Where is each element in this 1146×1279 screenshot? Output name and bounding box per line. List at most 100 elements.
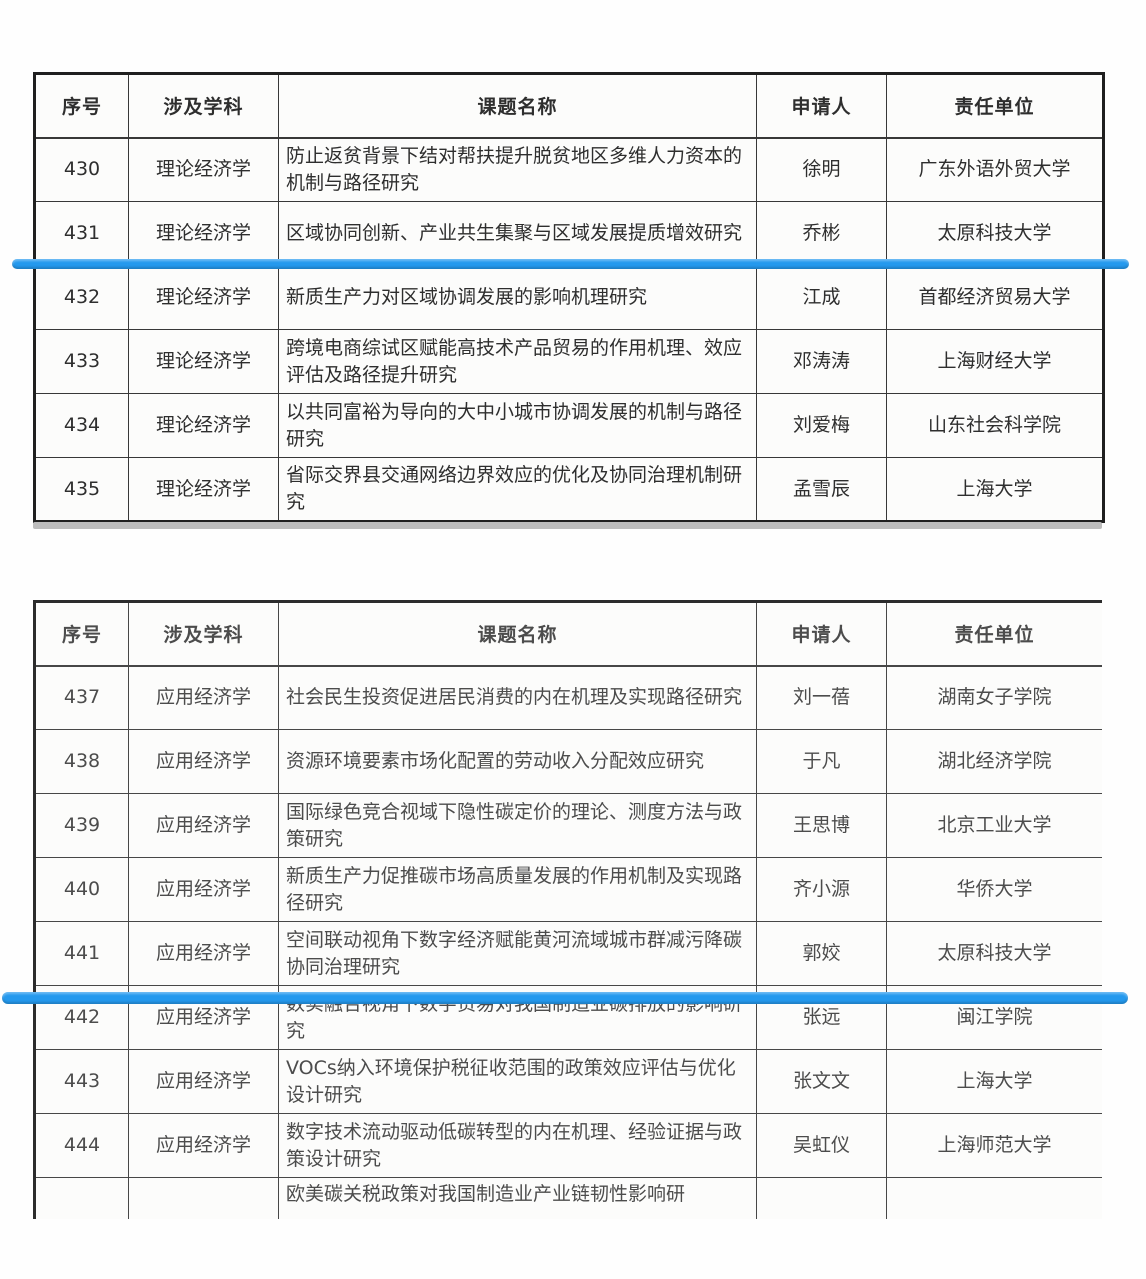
col-header-applicant: 申请人	[756, 73, 887, 139]
cell-discipline: 理论经济学	[128, 393, 279, 458]
cell-title: 防止返贫背景下结对帮扶提升脱贫地区多维人力资本的机制与路径研究	[278, 137, 757, 202]
col-header-serial: 序号	[34, 73, 129, 139]
cell-title: 国际绿色竞合视域下隐性碳定价的理论、测度方法与政策研究	[278, 793, 757, 858]
cell-applicant: 孟雪辰	[756, 457, 887, 522]
cell-title: 欧美碳关税政策对我国制造业产业链韧性影响研	[278, 1177, 757, 1219]
col-header-discipline: 涉及学科	[128, 601, 279, 667]
cell-applicant: 徐明	[756, 137, 887, 202]
cell-institution: 湖北经济学院	[886, 729, 1102, 794]
col-header-applicant: 申请人	[756, 601, 887, 667]
cell-serial: 443	[34, 1049, 129, 1114]
table-row: 443 应用经济学 VOCs纳入环境保护税征收范围的政策效应评估与优化设计研究 张文文…	[34, 1049, 1102, 1114]
table-row: 433 理论经济学 跨境电商综试区赋能高技术产品贸易的作用机理、效应评估及路径提升研…	[34, 329, 1104, 394]
col-header-institution: 责任单位	[886, 601, 1102, 667]
cell-applicant: 张文文	[756, 1049, 887, 1114]
cell-institution: 上海财经大学	[886, 329, 1104, 394]
cell-serial: 437	[34, 665, 129, 730]
cell-applicant: 江成	[756, 265, 887, 330]
cell-institution: 华侨大学	[886, 857, 1102, 922]
cell-discipline	[128, 1177, 279, 1219]
cell-serial: 439	[34, 793, 129, 858]
cell-institution: 上海大学	[886, 1049, 1102, 1114]
cell-applicant	[756, 1177, 887, 1219]
cell-institution: 上海大学	[886, 457, 1104, 522]
cell-institution: 山东社会科学院	[886, 393, 1104, 458]
cell-title: 资源环境要素市场化配置的劳动收入分配效应研究	[278, 729, 757, 794]
table-row: 435 理论经济学 省际交界县交通网络边界效应的优化及协同治理机制研究 孟雪辰 上海大学	[34, 457, 1104, 522]
table-row: 432 理论经济学 新质生产力对区域协调发展的影响机理研究 江成 首都经济贸易大学	[34, 265, 1104, 330]
cell-applicant: 于凡	[756, 729, 887, 794]
cell-title: 区域协同创新、产业共生集聚与区域发展提质增效研究	[278, 201, 757, 266]
cell-serial: 435	[34, 457, 129, 522]
projects-table-1: 序号 涉及学科 课题名称 申请人 责任单位 430 理论经济学 防止返贫背景下结对帮…	[33, 72, 1105, 523]
cell-title: 数字技术流动驱动低碳转型的内在机理、经验证据与政策设计研究	[278, 1113, 757, 1178]
cell-discipline: 理论经济学	[128, 137, 279, 202]
table1-bottom-shadow	[33, 522, 1102, 529]
cell-institution: 太原科技大学	[886, 921, 1102, 986]
cell-discipline: 应用经济学	[128, 729, 279, 794]
col-header-institution: 责任单位	[886, 73, 1104, 139]
cell-serial: 430	[34, 137, 129, 202]
cell-discipline: 应用经济学	[128, 1113, 279, 1178]
cell-serial: 432	[34, 265, 129, 330]
col-header-serial: 序号	[34, 601, 129, 667]
cell-title: VOCs纳入环境保护税征收范围的政策效应评估与优化设计研究	[278, 1049, 757, 1114]
cell-discipline: 理论经济学	[128, 457, 279, 522]
cell-serial: 440	[34, 857, 129, 922]
cell-discipline: 应用经济学	[128, 793, 279, 858]
cell-institution: 湖南女子学院	[886, 665, 1102, 730]
cell-applicant: 吴虹仪	[756, 1113, 887, 1178]
table-row: 440 应用经济学 新质生产力促推碳市场高质量发展的作用机制及实现路径研究 齐小源 华侨…	[34, 857, 1102, 922]
table-section-applied-economics: 序号 涉及学科 课题名称 申请人 责任单位 437 应用经济学 社会民生投资促进居民…	[33, 600, 1102, 1219]
table-row: 444 应用经济学 数字技术流动驱动低碳转型的内在机理、经验证据与政策设计研究 吴虹仪…	[34, 1113, 1102, 1178]
header-row: 序号 涉及学科 课题名称 申请人 责任单位	[34, 73, 1104, 139]
cell-applicant: 王思博	[756, 793, 887, 858]
cell-discipline: 应用经济学	[128, 921, 279, 986]
cell-institution: 太原科技大学	[886, 201, 1104, 266]
cell-applicant: 刘一蓓	[756, 665, 887, 730]
cell-institution: 北京工业大学	[886, 793, 1102, 858]
cell-serial: 441	[34, 921, 129, 986]
cell-title: 省际交界县交通网络边界效应的优化及协同治理机制研究	[278, 457, 757, 522]
cell-serial: 444	[34, 1113, 129, 1178]
col-header-title: 课题名称	[278, 601, 757, 667]
cell-discipline: 应用经济学	[128, 665, 279, 730]
cell-serial: 434	[34, 393, 129, 458]
cell-serial: 433	[34, 329, 129, 394]
col-header-discipline: 涉及学科	[128, 73, 279, 139]
table-row: 439 应用经济学 国际绿色竞合视域下隐性碳定价的理论、测度方法与政策研究 王思博 北京…	[34, 793, 1102, 858]
cell-applicant: 乔彬	[756, 201, 887, 266]
highlight-underline-row-431	[12, 259, 1129, 269]
cell-institution: 首都经济贸易大学	[886, 265, 1104, 330]
table-row: 441 应用经济学 空间联动视角下数字经济赋能黄河流域城市群减污降碳协同治理研究 郭姣…	[34, 921, 1102, 986]
cell-applicant: 刘爱梅	[756, 393, 887, 458]
cell-serial: 438	[34, 729, 129, 794]
cell-discipline: 理论经济学	[128, 265, 279, 330]
cell-title: 以共同富裕为导向的大中小城市协调发展的机制与路径研究	[278, 393, 757, 458]
cell-applicant: 邓涛涛	[756, 329, 887, 394]
cell-serial	[34, 1177, 129, 1219]
header-row: 序号 涉及学科 课题名称 申请人 责任单位	[34, 601, 1102, 667]
cell-discipline: 理论经济学	[128, 201, 279, 266]
table-row: 431 理论经济学 区域协同创新、产业共生集聚与区域发展提质增效研究 乔彬 太原科技大学	[34, 201, 1104, 266]
cell-discipline: 应用经济学	[128, 857, 279, 922]
cell-discipline: 理论经济学	[128, 329, 279, 394]
highlight-underline-row-441	[2, 992, 1128, 1004]
table-row-partial: 欧美碳关税政策对我国制造业产业链韧性影响研	[34, 1177, 1102, 1219]
table-row: 430 理论经济学 防止返贫背景下结对帮扶提升脱贫地区多维人力资本的机制与路径研究徐…	[34, 137, 1104, 202]
table-row: 434 理论经济学 以共同富裕为导向的大中小城市协调发展的机制与路径研究 刘爱梅 山东社…	[34, 393, 1104, 458]
cell-title: 跨境电商综试区赋能高技术产品贸易的作用机理、效应评估及路径提升研究	[278, 329, 757, 394]
cell-serial: 431	[34, 201, 129, 266]
cell-applicant: 齐小源	[756, 857, 887, 922]
cell-institution: 上海师范大学	[886, 1113, 1102, 1178]
cell-institution: 广东外语外贸大学	[886, 137, 1104, 202]
cell-title: 新质生产力对区域协调发展的影响机理研究	[278, 265, 757, 330]
cell-institution	[886, 1177, 1102, 1219]
cell-title: 空间联动视角下数字经济赋能黄河流域城市群减污降碳协同治理研究	[278, 921, 757, 986]
table-row: 437 应用经济学 社会民生投资促进居民消费的内在机理及实现路径研究 刘一蓓 湖南女子学…	[34, 665, 1102, 730]
col-header-title: 课题名称	[278, 73, 757, 139]
table-row: 438 应用经济学 资源环境要素市场化配置的劳动收入分配效应研究 于凡 湖北经济学院	[34, 729, 1102, 794]
cell-title: 社会民生投资促进居民消费的内在机理及实现路径研究	[278, 665, 757, 730]
cell-applicant: 郭姣	[756, 921, 887, 986]
